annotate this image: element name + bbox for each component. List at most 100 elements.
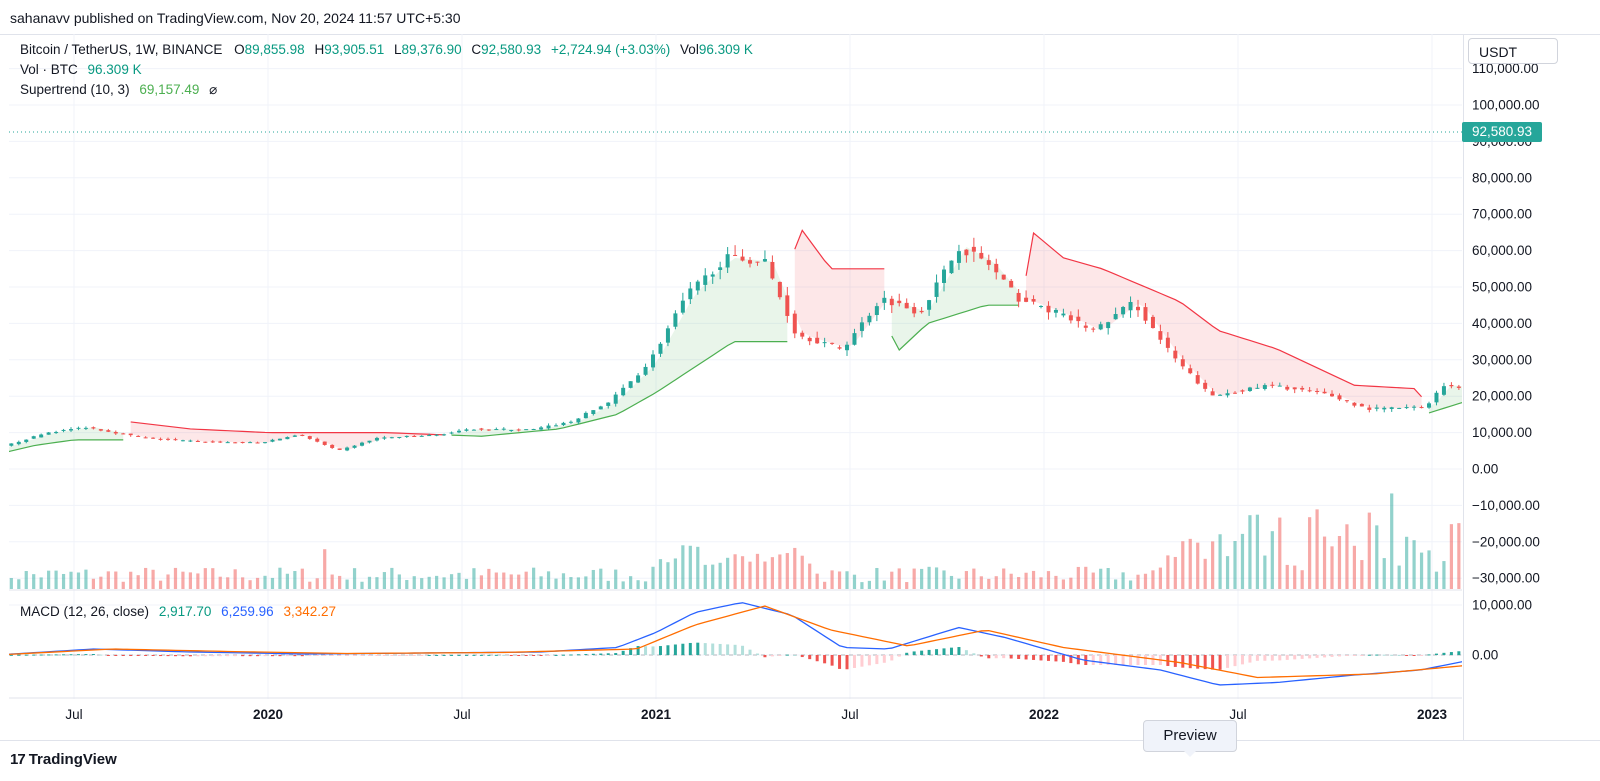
symbol-name[interactable]: Bitcoin / TetherUS, 1W, BINANCE: [20, 42, 223, 57]
macd-histogram-bar: [755, 653, 759, 655]
candle-body: [360, 442, 365, 446]
candle-body: [964, 249, 969, 256]
volume-bar: [173, 567, 178, 589]
high-value: 93,905.51: [324, 42, 385, 57]
candle-body: [263, 442, 268, 444]
supertrend-label[interactable]: Supertrend (10, 3): [20, 82, 130, 97]
candle-body: [733, 254, 738, 256]
candle-body: [277, 438, 282, 441]
candle-body: [762, 259, 767, 262]
candle-body: [725, 254, 730, 268]
candle-body: [166, 438, 171, 440]
volume-bar: [158, 580, 163, 589]
volume-bar: [1046, 571, 1051, 589]
macd-histogram-bar: [1308, 655, 1312, 659]
candle-body: [568, 421, 573, 423]
candle-body: [830, 342, 835, 344]
supertrend-legend[interactable]: Supertrend (10, 3) 69,157.49 ⌀: [20, 82, 217, 98]
candle-body: [1270, 384, 1275, 386]
candle-body: [1150, 316, 1155, 329]
currency-selector[interactable]: USDT: [1468, 38, 1558, 64]
macd-histogram-bar: [285, 655, 289, 657]
volume-bar: [151, 569, 155, 589]
supertrend-fill: [0, 427, 124, 454]
change-value: +2,724.94 (+3.03%): [550, 42, 671, 57]
volume-bar: [278, 567, 282, 589]
price-scale[interactable]: 110,000.00100,000.0090,000.0080,000.0070…: [1463, 34, 1600, 740]
candle-body: [218, 441, 223, 443]
hidden-icon[interactable]: ⌀: [209, 82, 218, 97]
macd-histogram-bar: [770, 655, 774, 657]
candle-body: [1456, 386, 1461, 388]
volume-bar: [1188, 538, 1192, 589]
price-chart-svg[interactable]: Jul2020Jul2021Jul2022Jul2023Jul2024Jul20…: [0, 34, 1600, 740]
time-axis-label: 2023: [1417, 707, 1448, 722]
symbol-legend[interactable]: Bitcoin / TetherUS, 1W, BINANCE O89,855.…: [20, 42, 753, 57]
supertrend-line: [0, 439, 124, 455]
macd-histogram-bar: [994, 655, 998, 659]
candle-body: [859, 322, 864, 331]
volume-bar: [636, 580, 640, 589]
supertrend-fill: [1429, 367, 1600, 413]
macd-histogram-bar: [144, 655, 148, 656]
macd-histogram-bar: [248, 655, 252, 657]
macd-signal-value: 3,342.27: [283, 604, 337, 619]
volume-bar: [84, 569, 88, 589]
candle-body: [1031, 299, 1036, 302]
macd-histogram-bar: [1203, 655, 1207, 670]
price-axis-label: 60,000.00: [1472, 243, 1532, 258]
volume-legend[interactable]: Vol · BTC 96.309 K: [20, 62, 142, 77]
macd-histogram-bar: [1181, 655, 1185, 668]
tradingview-logo[interactable]: 17 TradingView: [10, 751, 117, 768]
volume-bar: [270, 577, 275, 589]
volume-bar: [815, 573, 819, 589]
volume-bar: [405, 579, 409, 589]
last-price-tag: 92,580.93: [1462, 122, 1542, 142]
candle-body: [151, 437, 156, 439]
volume-bar: [315, 578, 319, 589]
candle-body: [606, 402, 611, 406]
candle-body: [874, 306, 879, 315]
candle-body: [1143, 307, 1148, 321]
candle-body: [919, 310, 924, 313]
macd-histogram-bar: [1405, 655, 1409, 656]
candle-body: [1247, 387, 1252, 392]
macd-histogram-bar: [1412, 655, 1416, 656]
volume-bar: [285, 573, 289, 589]
volume-bar: [1278, 517, 1282, 589]
macd-histogram-bar: [1330, 655, 1334, 657]
macd-histogram-bar: [233, 655, 237, 657]
candle-body: [613, 394, 618, 404]
macd-histogram-bar: [1091, 655, 1095, 665]
macd-histogram-bar: [949, 647, 953, 655]
volume-indicator-label[interactable]: Vol · BTC: [20, 62, 78, 77]
volume-bar: [1211, 541, 1215, 589]
volume-bar: [487, 568, 491, 589]
macd-histogram-bar: [353, 655, 357, 656]
supertrend-fill: [794, 230, 885, 348]
macd-histogram-bar: [1449, 652, 1453, 655]
macd-histogram-bar: [405, 655, 409, 656]
macd-histogram-bar: [263, 655, 267, 657]
macd-label[interactable]: MACD (12, 26, close): [20, 604, 150, 619]
candle-body: [1300, 387, 1305, 390]
candle-body: [270, 439, 275, 442]
candle-body: [1322, 391, 1327, 394]
macd-histogram-bar: [964, 650, 968, 655]
macd-legend[interactable]: MACD (12, 26, close) 2,917.70 6,259.96 3…: [20, 604, 336, 619]
volume-bar: [979, 576, 983, 589]
volume-bar: [47, 570, 51, 589]
volume-bar: [293, 571, 297, 589]
candle-body: [1449, 385, 1454, 387]
macd-histogram-bar: [1076, 655, 1080, 665]
candle-body: [1195, 375, 1200, 384]
macd-histogram-bar: [711, 643, 715, 655]
chart-area[interactable]: Jul2020Jul2021Jul2022Jul2023Jul2024Jul20…: [0, 34, 1600, 740]
volume-bar: [1017, 577, 1021, 589]
macd-histogram-bar: [360, 655, 364, 656]
volume-bar: [144, 567, 148, 589]
volume-bar: [1397, 565, 1401, 589]
volume-bar: [99, 576, 103, 589]
candle-body: [1210, 391, 1215, 396]
volume-bar: [1225, 556, 1230, 589]
